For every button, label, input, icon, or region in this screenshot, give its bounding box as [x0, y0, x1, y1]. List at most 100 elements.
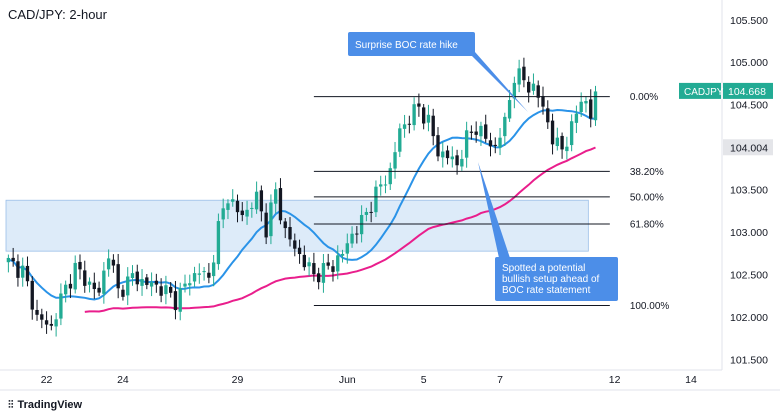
- time-tick-label: 5: [421, 374, 427, 386]
- candle: [445, 145, 450, 165]
- candle-body: [211, 262, 216, 277]
- candle: [460, 149, 464, 171]
- candle-body: [173, 291, 178, 311]
- candle: [111, 254, 116, 273]
- candle: [278, 178, 283, 225]
- candle-body: [336, 255, 340, 272]
- candle: [135, 264, 139, 292]
- candle: [398, 123, 402, 158]
- candle-body: [97, 287, 101, 293]
- candle-body: [369, 211, 373, 213]
- candle-body: [512, 82, 517, 99]
- candle-body: [436, 135, 440, 157]
- fib-level-label: 100.00%: [630, 301, 670, 312]
- candle: [436, 127, 440, 162]
- candle-body: [426, 114, 431, 123]
- candle-body: [278, 188, 283, 221]
- candle-body: [569, 121, 574, 146]
- candle: [441, 142, 445, 168]
- candle-body: [474, 131, 478, 135]
- candle-body: [149, 282, 154, 287]
- candle-body: [130, 273, 135, 279]
- last-price-tag: [723, 82, 773, 99]
- candle-body: [517, 68, 521, 85]
- candle: [83, 260, 87, 293]
- candle-body: [374, 186, 378, 213]
- candle-body: [164, 285, 168, 295]
- candle: [97, 281, 101, 297]
- candle-body: [402, 124, 407, 129]
- candle: [159, 278, 163, 303]
- candle: [503, 112, 507, 146]
- candle: [87, 277, 92, 293]
- candle-body: [154, 280, 159, 285]
- candle-body: [316, 273, 321, 283]
- candle-body: [393, 152, 397, 169]
- candle-body: [355, 233, 359, 235]
- time-tick-label: 12: [609, 374, 621, 386]
- brand-label: TradingView: [17, 399, 83, 411]
- candle: [302, 245, 307, 271]
- candle: [35, 299, 39, 321]
- candle: [383, 175, 388, 194]
- candle: [173, 280, 178, 320]
- callout-box-rate-hike: [348, 32, 475, 56]
- fib-level-label: 38.20%: [630, 167, 664, 178]
- price-tick-label: 103.500: [730, 185, 768, 197]
- candle-body: [445, 150, 450, 159]
- candle-body: [546, 108, 550, 123]
- candle-body: [197, 273, 201, 275]
- candle: [240, 202, 244, 222]
- candle-body: [307, 262, 311, 267]
- candle-body: [460, 158, 464, 167]
- candle-body: [484, 124, 488, 139]
- candle-body: [574, 113, 579, 123]
- candle-body: [245, 209, 249, 217]
- candle-body: [383, 184, 388, 186]
- candle-body: [364, 211, 369, 215]
- candle: [288, 217, 292, 247]
- candle: [326, 253, 330, 270]
- candle: [169, 282, 173, 298]
- candle: [316, 267, 321, 290]
- candle-body: [560, 135, 564, 150]
- candle: [211, 254, 216, 287]
- candle-body: [421, 107, 426, 124]
- candle-body: [54, 319, 58, 327]
- price-tick-label: 104.500: [730, 100, 768, 112]
- candle-body: [221, 208, 225, 220]
- candle: [550, 113, 555, 155]
- candle: [584, 96, 588, 113]
- price-tick-label: 102.500: [730, 269, 768, 281]
- candle: [250, 202, 254, 218]
- candle-body: [350, 233, 354, 244]
- candle: [307, 257, 311, 277]
- candle-body: [412, 104, 416, 126]
- candle: [30, 276, 34, 320]
- candle-body: [240, 210, 244, 216]
- tradingview-brand[interactable]: ⫶⫶ TradingView: [8, 399, 82, 412]
- candle-body: [30, 280, 34, 310]
- candle-body: [106, 258, 111, 270]
- candle: [63, 280, 68, 303]
- candle: [269, 194, 273, 245]
- candle-body: [407, 123, 412, 125]
- candle-body: [541, 96, 545, 107]
- candle: [417, 93, 421, 117]
- candle-body: [503, 116, 507, 137]
- fib-level-label: 61.80%: [630, 220, 664, 231]
- time-tick-label: 24: [117, 374, 129, 386]
- price-tick-label: 105.000: [730, 57, 768, 69]
- candle-body: [455, 155, 459, 166]
- callout-text-setup-line: BOC rate statement: [502, 285, 591, 296]
- candle: [44, 311, 49, 334]
- candle-body: [283, 221, 287, 229]
- candle: [188, 274, 192, 296]
- candle: [450, 146, 454, 168]
- candle-body: [388, 168, 392, 185]
- candle-body: [293, 240, 297, 249]
- candle: [221, 198, 225, 229]
- candle: [517, 59, 521, 93]
